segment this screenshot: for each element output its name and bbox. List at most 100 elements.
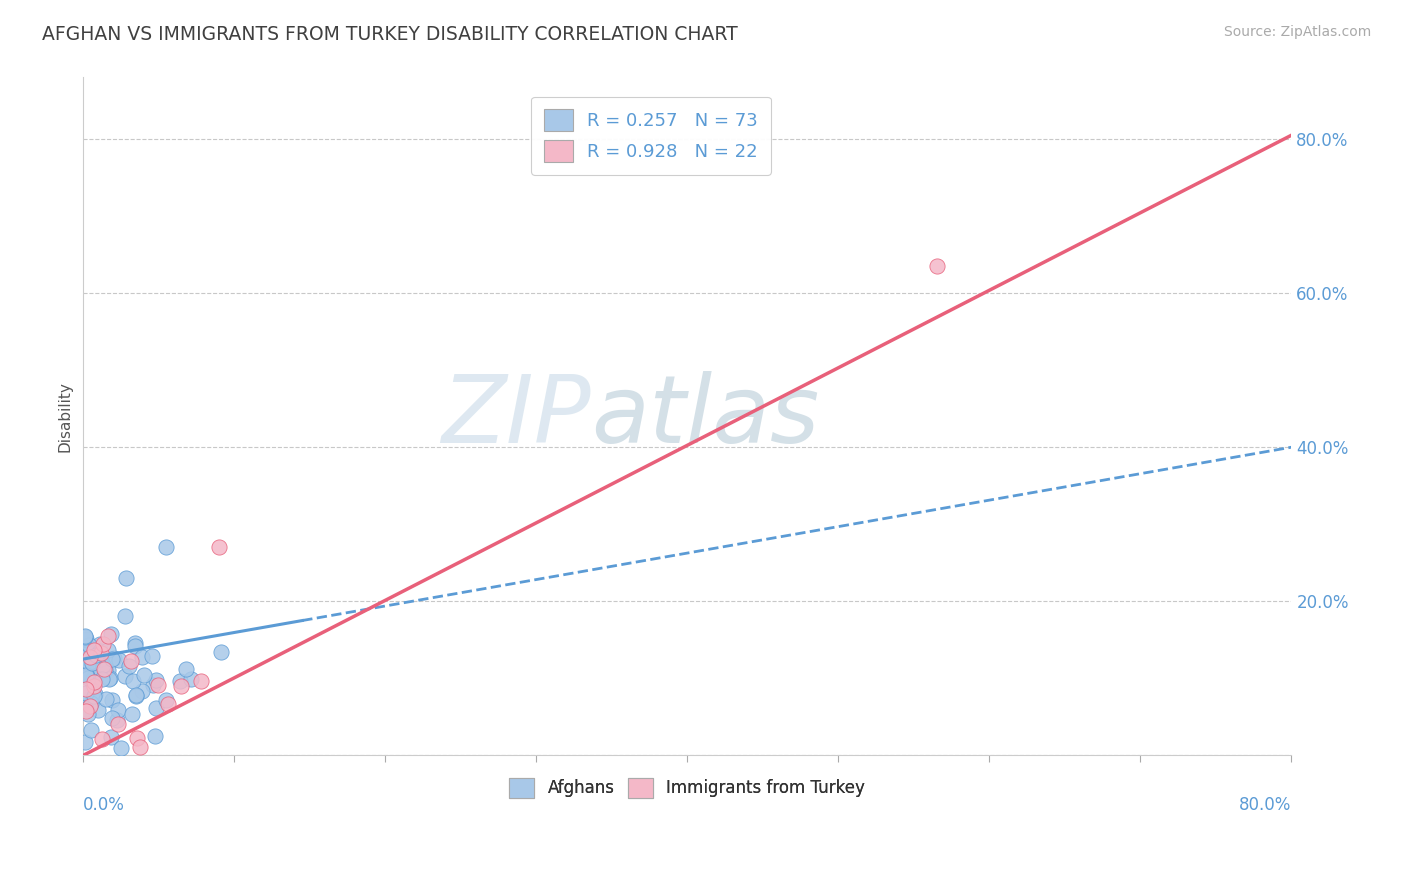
Point — [131, 683, 153, 698]
Point — [124, 636, 146, 650]
Text: AFGHAN VS IMMIGRANTS FROM TURKEY DISABILITY CORRELATION CHART: AFGHAN VS IMMIGRANTS FROM TURKEY DISABIL… — [42, 25, 738, 44]
Point — [100, 730, 122, 744]
Point — [79, 723, 101, 737]
Point — [211, 645, 233, 659]
Point — [107, 716, 129, 731]
Point — [91, 658, 114, 673]
Point — [75, 657, 97, 671]
Point — [100, 693, 122, 707]
Point — [114, 608, 136, 623]
Point — [143, 730, 166, 744]
Point — [155, 693, 177, 707]
Point — [121, 706, 143, 721]
Point — [90, 652, 112, 666]
Point — [142, 678, 165, 692]
Point — [79, 699, 101, 714]
Point — [83, 687, 105, 701]
Point — [73, 630, 96, 644]
Point — [155, 541, 177, 555]
Point — [84, 648, 107, 662]
Point — [208, 541, 231, 555]
Legend: Afghans, Immigrants from Turkey: Afghans, Immigrants from Turkey — [503, 771, 872, 805]
Point — [75, 735, 97, 749]
Text: 0.0%: 0.0% — [83, 796, 125, 814]
Point — [131, 650, 153, 665]
Point — [83, 669, 105, 683]
Text: ZIP: ZIP — [441, 371, 591, 462]
Point — [77, 638, 100, 652]
Point — [79, 696, 101, 710]
Point — [87, 703, 110, 717]
Point — [75, 702, 97, 716]
Point — [114, 669, 136, 683]
Point — [107, 703, 129, 717]
Point — [925, 259, 948, 273]
Point — [97, 664, 120, 678]
Point — [145, 700, 167, 714]
Point — [101, 652, 124, 666]
Point — [120, 654, 142, 668]
Point — [125, 689, 148, 703]
Point — [84, 672, 107, 686]
Point — [98, 672, 121, 686]
Point — [128, 739, 150, 754]
Point — [190, 673, 212, 688]
Point — [77, 707, 100, 722]
Point — [94, 691, 117, 706]
Point — [83, 642, 105, 657]
Text: Source: ZipAtlas.com: Source: ZipAtlas.com — [1223, 25, 1371, 39]
Point — [125, 688, 148, 702]
Point — [82, 656, 104, 670]
Point — [83, 679, 105, 693]
Point — [77, 656, 100, 670]
Point — [73, 642, 96, 657]
Point — [90, 731, 112, 746]
Point — [76, 668, 98, 682]
Point — [141, 649, 163, 664]
Point — [94, 663, 117, 677]
Y-axis label: Disability: Disability — [58, 381, 72, 452]
Point — [103, 651, 125, 665]
Point — [77, 646, 100, 660]
Point — [83, 670, 105, 684]
Point — [108, 653, 131, 667]
Point — [89, 637, 111, 651]
Point — [169, 673, 191, 688]
Point — [170, 679, 193, 693]
Point — [73, 629, 96, 643]
Point — [77, 671, 100, 685]
Point — [73, 665, 96, 680]
Point — [98, 671, 121, 685]
Point — [75, 632, 97, 647]
Point — [75, 681, 97, 696]
Point — [91, 672, 114, 686]
Point — [174, 662, 197, 676]
Point — [97, 643, 120, 657]
Text: 80.0%: 80.0% — [1239, 796, 1292, 814]
Point — [83, 674, 105, 689]
Point — [124, 640, 146, 654]
Point — [75, 705, 97, 719]
Point — [117, 659, 139, 673]
Point — [97, 629, 120, 643]
Point — [132, 667, 155, 681]
Point — [145, 673, 167, 688]
Point — [75, 686, 97, 700]
Point — [79, 641, 101, 656]
Point — [75, 696, 97, 710]
Point — [180, 672, 202, 686]
Point — [110, 740, 132, 755]
Point — [122, 674, 145, 689]
Point — [91, 638, 114, 652]
Point — [125, 731, 148, 746]
Point — [93, 663, 115, 677]
Point — [101, 711, 124, 725]
Point — [75, 667, 97, 681]
Point — [114, 571, 136, 585]
Point — [83, 690, 105, 704]
Point — [90, 647, 112, 661]
Point — [79, 650, 101, 665]
Point — [100, 627, 122, 641]
Text: atlas: atlas — [591, 371, 818, 462]
Point — [105, 713, 128, 727]
